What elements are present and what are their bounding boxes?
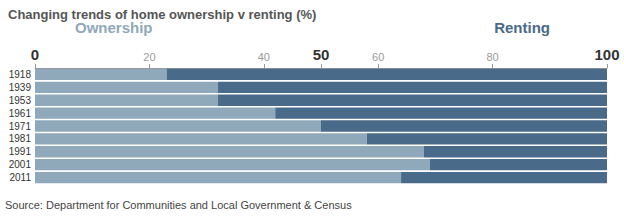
svg-text:Changing trends of home owners: Changing trends of home ownership v rent… bbox=[8, 7, 316, 22]
svg-text:50: 50 bbox=[313, 46, 330, 63]
svg-text:Renting: Renting bbox=[494, 19, 550, 36]
svg-text:1971: 1971 bbox=[9, 121, 32, 132]
svg-text:2001: 2001 bbox=[9, 159, 32, 170]
svg-text:1961: 1961 bbox=[9, 108, 32, 119]
svg-text:80: 80 bbox=[486, 51, 498, 63]
svg-text:60: 60 bbox=[372, 51, 384, 63]
svg-text:Ownership: Ownership bbox=[75, 19, 153, 36]
svg-text:40: 40 bbox=[258, 51, 270, 63]
svg-text:1991: 1991 bbox=[9, 146, 32, 157]
svg-text:1918: 1918 bbox=[9, 69, 32, 80]
svg-text:2011: 2011 bbox=[9, 172, 31, 183]
svg-text:0: 0 bbox=[31, 46, 39, 63]
svg-text:20: 20 bbox=[143, 51, 155, 63]
svg-text:1981: 1981 bbox=[9, 133, 32, 144]
svg-text:Source: Department for Communi: Source: Department for Communities and L… bbox=[5, 199, 352, 211]
svg-text:1939: 1939 bbox=[9, 82, 32, 93]
svg-text:100: 100 bbox=[594, 46, 619, 63]
svg-text:1953: 1953 bbox=[9, 95, 32, 106]
